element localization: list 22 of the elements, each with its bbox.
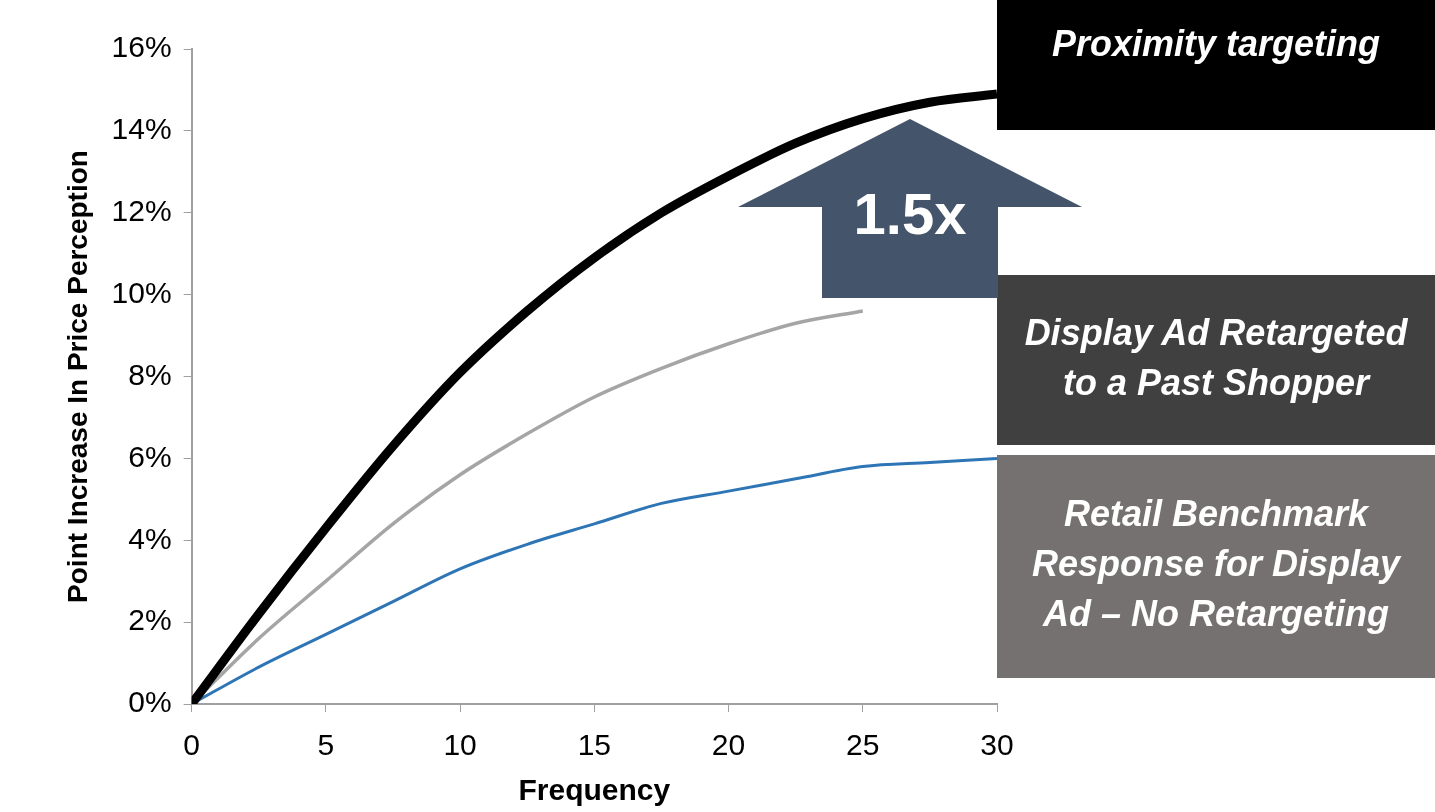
y-tick-label: 6%	[128, 439, 172, 473]
series-label: Proximity targeting	[1051, 22, 1381, 64]
x-tick-label: 20	[711, 728, 746, 762]
series-label: Retail Benchmark Response for Display Ad – No Retargeting	[1031, 493, 1403, 635]
x-tick-label: 0	[183, 728, 200, 762]
x-axis-title: Frequency	[518, 773, 671, 807]
text: Display Ad Retargeted to a Past Shopper	[1024, 311, 1409, 403]
x-tick-label: 15	[577, 728, 612, 762]
x-tick-label: 5	[317, 728, 335, 762]
x-tick-label: 25	[846, 728, 880, 762]
y-tick-label: 4%	[128, 521, 172, 555]
y-tick-label: 12%	[111, 194, 172, 228]
x-tick-label: 10	[443, 728, 477, 762]
y-tick-label: 2%	[128, 603, 172, 637]
y-axis-title: Point Increase In Price Perception	[61, 150, 93, 603]
y-tick-label: 8%	[128, 357, 172, 391]
annotation: 1.5x	[852, 180, 968, 247]
y-tick-label: 16%	[111, 30, 172, 64]
y-tick-label: 0%	[128, 685, 172, 719]
x-tick-label: 30	[980, 728, 1014, 762]
y-tick-label: 14%	[111, 112, 172, 146]
y-tick-label: 10%	[111, 275, 172, 309]
